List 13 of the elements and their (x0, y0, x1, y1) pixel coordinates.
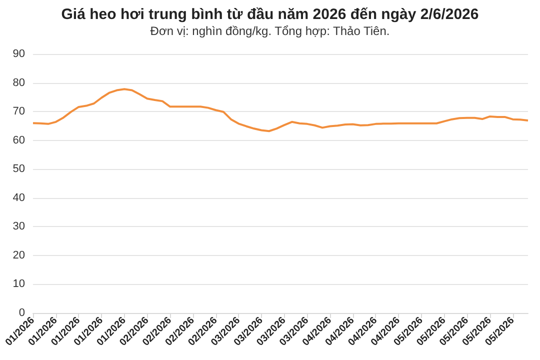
y-tick-label: 0 (18, 307, 25, 319)
y-tick-label: 20 (12, 249, 25, 262)
y-tick-label: 40 (12, 192, 25, 204)
y-tick-label: 10 (12, 278, 25, 290)
y-tick-label: 70 (12, 106, 25, 118)
line-series (32, 88, 529, 132)
y-tick-label: 90 (12, 48, 25, 60)
chart-subtitle: Đơn vị: nghìn đồng/kg. Tổng hợp: Thảo Tiên. (150, 24, 390, 38)
chart-title: Giá heo hơi trung bình từ đầu năm 2026 đến ngày 2/6/2026 (61, 6, 479, 23)
y-tick-label: 80 (12, 76, 25, 89)
y-tick-label: 30 (12, 220, 25, 233)
y-tick-label: 60 (12, 134, 25, 146)
y-tick-label: 50 (12, 163, 25, 176)
